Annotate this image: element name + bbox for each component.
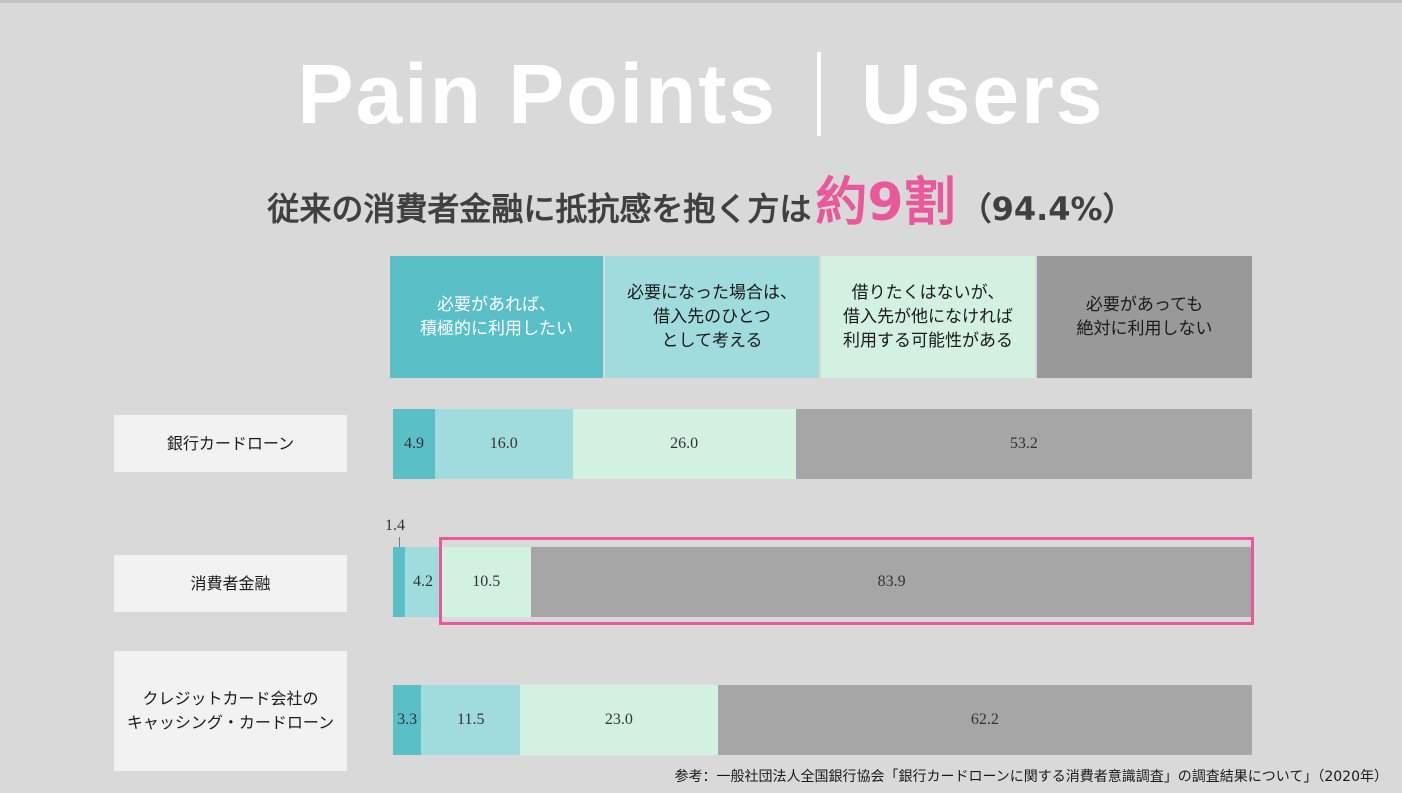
data-label-r2-s1: 1.4: [385, 517, 405, 534]
legend-header-4: 必要があっても 絶対に利用しない: [1037, 256, 1252, 378]
data-label-r3-s1: 3.3: [397, 711, 418, 728]
footnote: 参考：一般社団法人全国銀行協会「銀行カードローンに関する消費者意識調査」の調査結…: [674, 769, 1388, 785]
data-label-r2-s3: 10.5: [472, 573, 501, 590]
data-label-r2-s2: 4.2: [413, 573, 434, 590]
subtitle-highlight: 約9割: [815, 173, 956, 233]
bar-segment-r2-s2: 4.2: [405, 547, 442, 617]
data-label-r1-s1: 4.9: [404, 435, 425, 452]
data-label-r3-s4: 62.2: [970, 711, 999, 728]
bar-segment-r2-s3: 10.5: [441, 547, 532, 617]
row-label-2: 消費者金融: [114, 555, 347, 612]
legend-header-2: 必要になった場合は、 借入先のひとつ として考える: [605, 256, 819, 378]
row-label-3: クレジットカード会社の キャッシング・カードローン: [114, 651, 347, 771]
bar-segment-r3-s4: 62.2: [717, 685, 1252, 755]
data-label-r1-s4: 53.2: [1009, 435, 1038, 452]
legend-header-1: 必要があれば、 積極的に利用したい: [390, 256, 603, 378]
title-left: Pain Points: [297, 46, 777, 141]
data-label-r1-s2: 16.0: [489, 435, 518, 452]
subtitle-suffix: （94.4%）: [959, 190, 1135, 228]
data-label-r3-s2: 11.5: [457, 711, 485, 728]
row-label-1: 銀行カードローン: [114, 415, 347, 472]
bar-segment-r3-s3: 23.0: [520, 685, 718, 755]
top-border: [0, 0, 1402, 3]
data-label-r1-s3: 26.0: [670, 435, 699, 452]
bar-segment-r1-s1: 4.9: [393, 409, 436, 479]
page-title: Pain Points Users: [0, 44, 1402, 144]
highlight-box: [439, 537, 1254, 625]
legend-header-3: 借りたくはないが、 借入先が他になければ 利用する可能性がある: [821, 256, 1035, 378]
bar-segment-r3-s2: 11.5: [421, 685, 521, 755]
bar-segment-r2-s1: [393, 547, 406, 617]
data-label-r2-s4: 83.9: [877, 573, 906, 590]
bar-segment-r3-s1: 3.3: [393, 685, 422, 755]
data-label-r3-s3: 23.0: [604, 711, 633, 728]
leader-line: [399, 537, 400, 547]
bar-segment-r1-s4: 53.2: [795, 409, 1252, 479]
subtitle: 従来の消費者金融に抵抗感を抱く方は 約9割 （94.4%）: [0, 160, 1402, 240]
subtitle-prefix: 従来の消費者金融に抵抗感を抱く方は: [267, 190, 812, 228]
bar-segment-r2-s4: 83.9: [531, 547, 1252, 617]
title-right: Users: [860, 46, 1105, 141]
bar-segment-r1-s3: 26.0: [572, 409, 796, 479]
title-separator: [816, 52, 821, 136]
bar-segment-r1-s2: 16.0: [435, 409, 573, 479]
